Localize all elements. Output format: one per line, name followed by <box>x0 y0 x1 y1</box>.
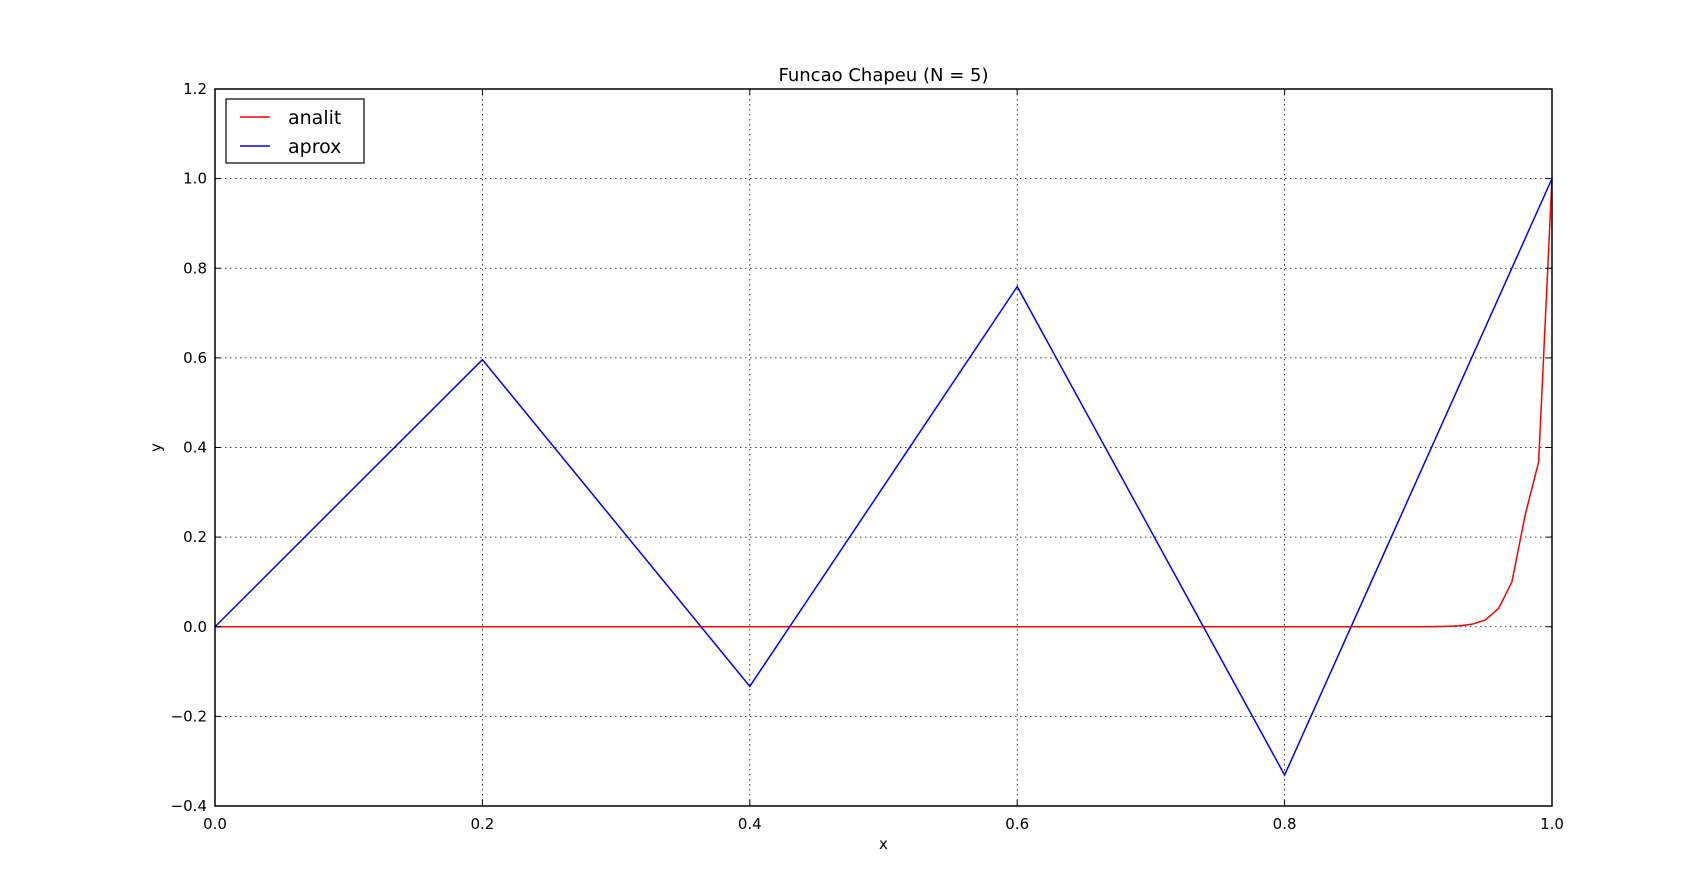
legend: analit aprox <box>225 98 365 164</box>
x-tick-label: 0.0 <box>203 815 227 833</box>
y-tick-label: 0.8 <box>183 259 207 277</box>
y-tick-label: 0.4 <box>183 439 207 457</box>
series-line-analit <box>215 178 1553 628</box>
x-tick-label: 0.2 <box>470 815 494 833</box>
chart-title: Funcao Chapeu (N = 5) <box>779 65 989 86</box>
y-tick-label: 0.0 <box>183 618 207 636</box>
axis-ticks: 0.0 0.2 0.4 0.6 0.8 1.0 −0.4 −0.2 0.0 0.2 0.4 0.6 0.… <box>171 80 1564 833</box>
x-tick-label: 0.4 <box>738 815 762 833</box>
x-tick-label: 0.8 <box>1273 815 1297 833</box>
series-line-aprox <box>214 178 1553 777</box>
legend-label-analit: analit <box>288 107 341 129</box>
y-tick-label: −0.2 <box>171 707 207 725</box>
x-tick-label: 0.6 <box>1005 815 1029 833</box>
y-tick-label: −0.4 <box>171 797 207 815</box>
y-axis-label: y <box>147 443 165 452</box>
y-tick-label: 1.0 <box>183 170 207 188</box>
y-tick-label: 0.2 <box>183 528 207 546</box>
y-tick-label: 0.6 <box>183 349 207 367</box>
legend-box <box>225 98 365 164</box>
x-axis-label: x <box>879 835 888 853</box>
plot-series <box>214 178 1553 777</box>
legend-label-aprox: aprox <box>288 136 341 158</box>
y-tick-label: 1.2 <box>183 80 207 98</box>
x-tick-label: 1.0 <box>1540 815 1564 833</box>
